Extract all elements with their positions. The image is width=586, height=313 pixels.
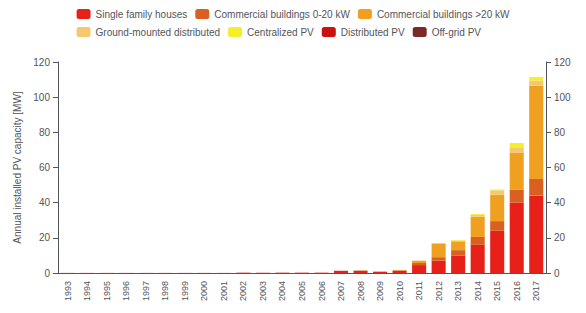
svg-text:0: 0 [554, 268, 560, 279]
svg-text:2015: 2015 [492, 281, 502, 301]
svg-text:2016: 2016 [512, 281, 522, 301]
svg-text:40: 40 [39, 197, 51, 208]
svg-text:2008: 2008 [356, 281, 366, 301]
svg-text:80: 80 [554, 127, 566, 138]
svg-text:2014: 2014 [473, 281, 483, 301]
svg-text:80: 80 [39, 127, 51, 138]
svg-text:1995: 1995 [102, 281, 112, 301]
svg-text:1994: 1994 [82, 281, 92, 301]
svg-text:2001: 2001 [219, 281, 229, 301]
svg-text:Off-grid PV: Off-grid PV [432, 27, 482, 38]
svg-text:100: 100 [33, 92, 50, 103]
svg-text:1996: 1996 [121, 281, 131, 301]
svg-text:Centralized PV: Centralized PV [247, 27, 314, 38]
svg-text:2002: 2002 [238, 281, 248, 301]
svg-text:Ground-mounted distributed: Ground-mounted distributed [96, 27, 221, 38]
svg-text:60: 60 [39, 162, 51, 173]
svg-text:Single family houses: Single family houses [96, 9, 188, 20]
svg-text:20: 20 [39, 232, 51, 243]
svg-text:2017: 2017 [531, 281, 541, 301]
svg-text:Commercial buildings 0-20 kW: Commercial buildings 0-20 kW [214, 9, 350, 20]
svg-text:1997: 1997 [141, 281, 151, 301]
svg-text:2011: 2011 [414, 281, 424, 300]
svg-text:2003: 2003 [258, 281, 268, 301]
svg-text:40: 40 [554, 197, 566, 208]
svg-text:100: 100 [554, 92, 571, 103]
svg-text:2000: 2000 [199, 281, 209, 301]
svg-text:2010: 2010 [395, 281, 405, 301]
svg-text:2009: 2009 [375, 281, 385, 301]
svg-text:Annual installed PV capacity [: Annual installed PV capacity [MW] [12, 91, 23, 244]
svg-text:120: 120 [33, 57, 50, 68]
svg-text:Commercial buildings >20 kW: Commercial buildings >20 kW [377, 9, 510, 20]
svg-text:2012: 2012 [434, 281, 444, 301]
svg-text:1993: 1993 [63, 281, 73, 301]
svg-text:120: 120 [554, 57, 571, 68]
svg-text:2006: 2006 [317, 281, 327, 301]
svg-text:1999: 1999 [180, 281, 190, 301]
svg-text:2013: 2013 [453, 281, 463, 301]
svg-text:Distributed PV: Distributed PV [341, 27, 405, 38]
svg-text:0: 0 [44, 268, 50, 279]
svg-text:2005: 2005 [297, 281, 307, 301]
svg-text:20: 20 [554, 232, 566, 243]
svg-text:1998: 1998 [160, 281, 170, 301]
svg-text:2004: 2004 [277, 281, 287, 301]
svg-text:2007: 2007 [336, 281, 346, 301]
svg-text:60: 60 [554, 162, 566, 173]
